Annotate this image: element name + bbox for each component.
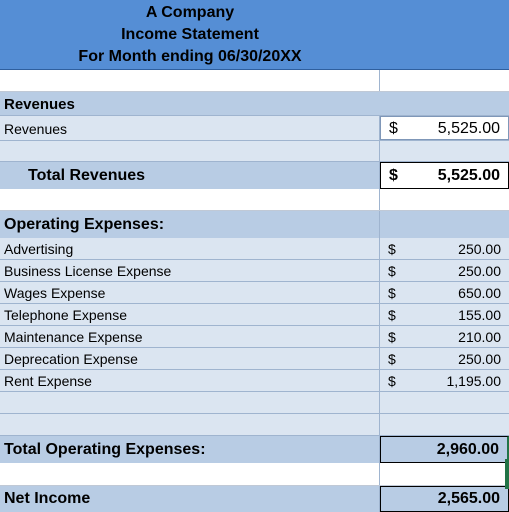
- currency-symbol: $: [388, 285, 396, 301]
- blank-row: [0, 70, 509, 92]
- expense-amount: 650.00: [458, 285, 501, 301]
- net-income-label: Net Income: [4, 490, 91, 507]
- cell[interactable]: $210.00: [380, 326, 509, 347]
- expense-label: Advertising: [4, 241, 74, 257]
- expense-row: Deprecation Expense $250.00: [0, 348, 509, 370]
- cell[interactable]: $650.00: [380, 282, 509, 303]
- spacer-row: [0, 414, 509, 436]
- cell[interactable]: [380, 189, 509, 210]
- spacer-row: [0, 392, 509, 414]
- currency-symbol: $: [388, 373, 396, 389]
- expense-row: Telephone Expense $155.00: [0, 304, 509, 326]
- currency-symbol: $: [388, 307, 396, 323]
- expense-amount: 1,195.00: [446, 373, 502, 389]
- revenues-line-amount: 5,525.00: [437, 120, 500, 137]
- expense-label: Maintenance Expense: [4, 329, 143, 345]
- cell[interactable]: $250.00: [380, 260, 509, 281]
- expense-label: Telephone Expense: [4, 307, 127, 323]
- cell[interactable]: Wages Expense: [0, 282, 380, 303]
- expense-label: Rent Expense: [4, 373, 92, 389]
- currency-symbol: $: [388, 241, 396, 257]
- cell[interactable]: Total Operating Expenses:: [0, 436, 380, 463]
- cell[interactable]: [380, 141, 509, 161]
- expense-label: Wages Expense: [4, 285, 106, 301]
- statement-title: Income Statement: [121, 26, 259, 43]
- statement-header: A Company Income Statement For Month end…: [0, 0, 509, 70]
- cell[interactable]: Total Revenues: [0, 162, 380, 189]
- cell[interactable]: [0, 70, 380, 91]
- expense-amount: 210.00: [458, 329, 501, 345]
- expense-row: Rent Expense $1,195.00: [0, 370, 509, 392]
- revenues-section-label: Revenues: [4, 96, 75, 113]
- spacer-row: [0, 141, 509, 162]
- revenues-section-row: Revenues: [0, 92, 509, 116]
- cell[interactable]: [0, 414, 380, 435]
- cell[interactable]: [380, 414, 509, 435]
- statement-period: For Month ending 06/30/20XX: [78, 48, 302, 65]
- cell[interactable]: Revenues: [0, 116, 380, 140]
- currency-symbol: $: [388, 263, 396, 279]
- expense-label: Business License Expense: [4, 263, 172, 279]
- expense-row: Business License Expense $250.00: [0, 260, 509, 282]
- revenues-amount-cell[interactable]: $ 5,525.00: [380, 116, 509, 140]
- total-operating-expenses-amount-cell[interactable]: 2,960.00: [380, 436, 509, 463]
- currency-symbol: $: [388, 329, 396, 345]
- operating-expenses-section-label: Operating Expenses:: [4, 216, 165, 233]
- cell[interactable]: $1,195.00: [380, 370, 509, 391]
- cell[interactable]: Net Income: [0, 486, 380, 512]
- total-revenues-row: Total Revenues $ 5,525.00: [0, 162, 509, 189]
- net-income-amount-cell[interactable]: 2,565.00: [380, 486, 509, 512]
- blank-row: [0, 463, 509, 486]
- selection-fill-handle[interactable]: [505, 459, 509, 489]
- cell[interactable]: $155.00: [380, 304, 509, 325]
- expense-row: Maintenance Expense $210.00: [0, 326, 509, 348]
- revenues-line-row: Revenues $ 5,525.00: [0, 116, 509, 141]
- cell[interactable]: Operating Expenses:: [0, 211, 380, 238]
- expense-label: Deprecation Expense: [4, 351, 138, 367]
- cell[interactable]: Revenues: [0, 92, 380, 115]
- expense-amount: 155.00: [458, 307, 501, 323]
- blank-row: [0, 189, 509, 211]
- cell[interactable]: $250.00: [380, 238, 509, 259]
- total-revenues-label: Total Revenues: [28, 167, 146, 184]
- currency-symbol: $: [388, 351, 396, 367]
- cell[interactable]: [380, 211, 509, 238]
- cell[interactable]: [0, 189, 380, 210]
- currency-symbol: $: [389, 120, 398, 137]
- revenues-line-label: Revenues: [4, 121, 68, 137]
- expense-amount: 250.00: [458, 241, 501, 257]
- cell[interactable]: [380, 463, 509, 485]
- expense-row: Wages Expense $650.00: [0, 282, 509, 304]
- cell[interactable]: Telephone Expense: [0, 304, 380, 325]
- cell[interactable]: Maintenance Expense: [0, 326, 380, 347]
- cell[interactable]: [380, 70, 509, 91]
- operating-expenses-section-row: Operating Expenses:: [0, 211, 509, 238]
- net-income-row: Net Income 2,565.00: [0, 486, 509, 512]
- cell[interactable]: [0, 141, 380, 161]
- cell[interactable]: Advertising: [0, 238, 380, 259]
- expense-amount: 250.00: [458, 351, 501, 367]
- cell[interactable]: Rent Expense: [0, 370, 380, 391]
- currency-symbol: $: [389, 167, 398, 184]
- cell[interactable]: Business License Expense: [0, 260, 380, 281]
- net-income-amount: 2,565.00: [437, 490, 500, 507]
- cell[interactable]: $250.00: [380, 348, 509, 369]
- total-operating-expenses-label: Total Operating Expenses:: [4, 441, 206, 458]
- cell[interactable]: [380, 392, 509, 413]
- company-name: A Company: [145, 4, 235, 21]
- total-revenues-amount-cell[interactable]: $ 5,525.00: [380, 162, 509, 189]
- cell[interactable]: Deprecation Expense: [0, 348, 380, 369]
- expense-amount: 250.00: [458, 263, 501, 279]
- cell[interactable]: [0, 392, 380, 413]
- total-operating-expenses-amount: 2,960.00: [436, 441, 499, 458]
- cell[interactable]: [0, 463, 380, 485]
- total-operating-expenses-row: Total Operating Expenses: 2,960.00: [0, 436, 509, 463]
- total-revenues-amount: 5,525.00: [437, 167, 500, 184]
- expense-row: Advertising $250.00: [0, 238, 509, 260]
